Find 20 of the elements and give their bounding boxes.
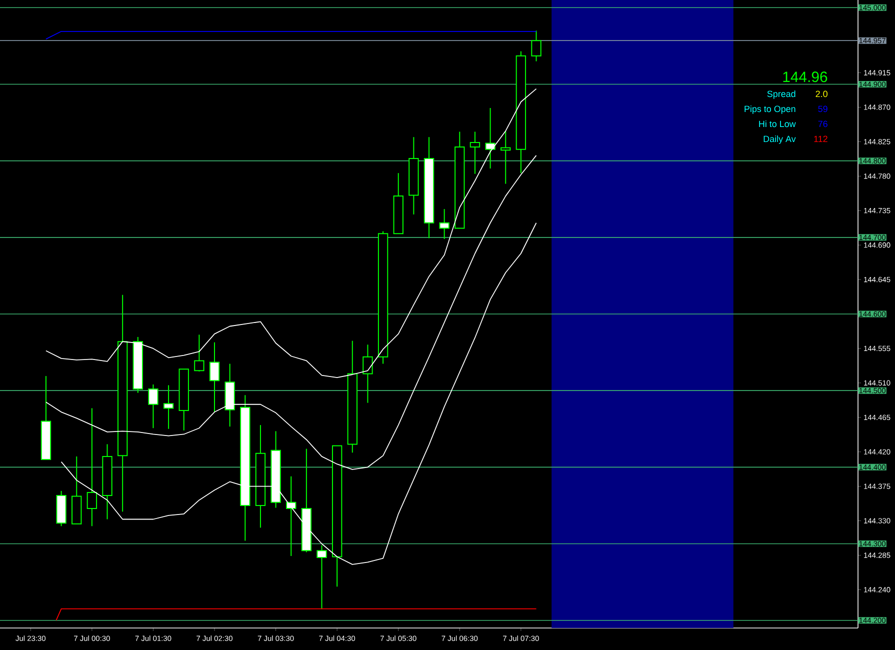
annotation: Daily Av — [764, 135, 796, 144]
annotation: 59 — [818, 106, 828, 112]
annotation: 112 — [814, 136, 828, 142]
annotation: Spread — [767, 90, 796, 99]
candlestick — [485, 107, 496, 169]
annotation: 144.96 — [783, 72, 828, 82]
candlestick — [439, 208, 450, 240]
annotation: Hi to Low — [759, 120, 796, 128]
candlestick — [194, 334, 204, 372]
candlestick — [86, 408, 98, 527]
candlestick — [209, 342, 220, 413]
annotation: 76 — [818, 120, 828, 128]
candlestick — [470, 131, 480, 174]
candlestick — [163, 384, 174, 430]
candlestick — [148, 384, 158, 429]
candlestick — [500, 130, 511, 184]
annotation: 2.0 — [816, 90, 828, 98]
annotation: Pips to Open — [744, 105, 796, 114]
candlestick — [531, 30, 542, 62]
candlestick — [362, 344, 373, 404]
